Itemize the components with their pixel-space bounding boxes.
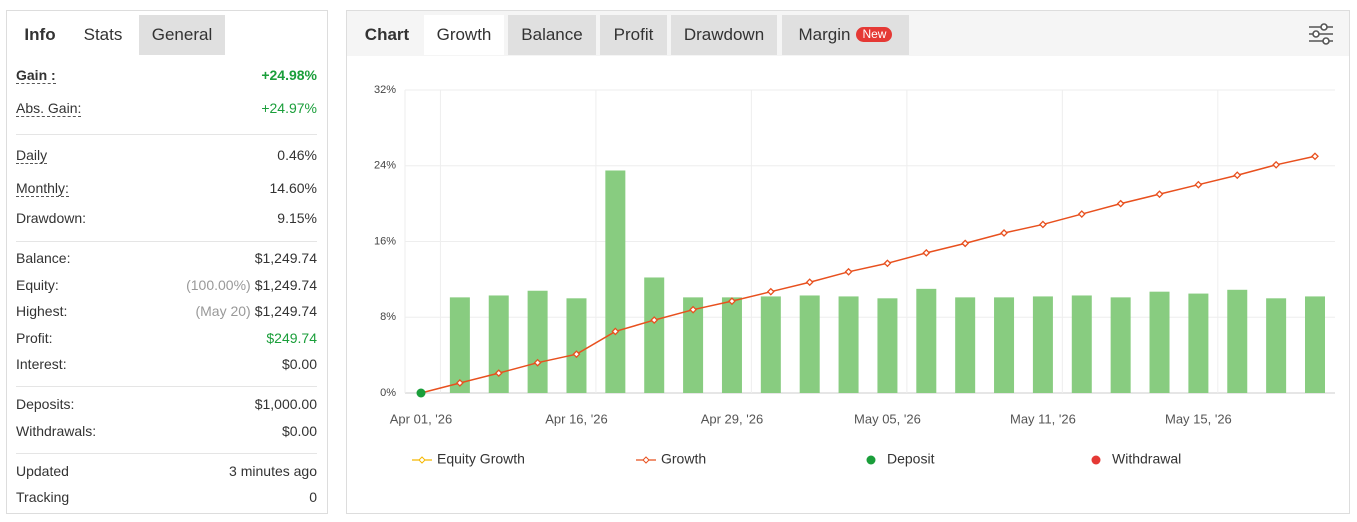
tab-label: Margin — [798, 25, 851, 44]
tab-label: Growth — [436, 25, 492, 44]
stat-label: Highest: — [16, 303, 68, 319]
stat-label: Gain : — [16, 67, 56, 84]
stat-value: $1,000.00 — [255, 396, 317, 412]
stat-label: Deposits: — [16, 396, 75, 412]
stat-value-text: $1,249.74 — [254, 250, 317, 266]
tab-bar: Info Stats General — [7, 11, 327, 56]
tab-bar: Chart Growth Balance Profit Drawdown Margin Ne… — [347, 11, 1349, 56]
stat-value: 9.15% — [277, 210, 317, 226]
tab[interactable]: Stats — [71, 15, 135, 55]
stat-label: Withdrawals: — [16, 423, 97, 439]
stat-value-text: 0.46% — [277, 147, 317, 163]
divider — [16, 134, 317, 135]
tab[interactable]: Balance — [508, 15, 596, 55]
divider — [16, 386, 317, 387]
stat-value: $0.00 — [282, 356, 317, 372]
stat-value-text: 14.60% — [269, 180, 317, 196]
stat-value-text: +24.98% — [261, 67, 317, 83]
chart-panel: Chart Growth Balance Profit Drawdown Margin Ne… — [346, 10, 1350, 514]
stat-label: Updated — [16, 463, 69, 479]
stat-value: 0.46% — [277, 147, 317, 163]
stat-value-text: 9.15% — [277, 210, 317, 226]
stat-value-text: $249.74 — [266, 330, 317, 346]
stat-label: Daily — [16, 147, 48, 164]
tab[interactable]: General — [139, 15, 225, 55]
new-badge: New — [856, 27, 893, 42]
stat-value: $249.74 — [266, 330, 317, 346]
stat-value: 0 — [309, 489, 317, 505]
stat-value: $0.00 — [282, 423, 317, 439]
tab[interactable]: Growth — [424, 15, 504, 55]
stat-value: (May 20) $1,249.74 — [195, 303, 317, 319]
stat-value-text: $1,000.00 — [254, 396, 317, 412]
stat-value-text: $0.00 — [281, 356, 317, 372]
tab-label: Drawdown — [683, 25, 765, 44]
divider — [16, 453, 317, 454]
stat-value-text: $1,249.74 — [254, 277, 317, 293]
stat-note: (May 20) — [195, 303, 251, 319]
stat-value-text: 0 — [309, 489, 317, 505]
tab[interactable]: Margin New — [782, 15, 909, 55]
tab-label: Balance — [521, 25, 583, 44]
stat-value: +24.98% — [261, 67, 317, 83]
stat-value: +24.97% — [261, 100, 317, 116]
stat-value: (100.00%) $1,249.74 — [186, 277, 317, 293]
stats-panel: Info Stats General Gain : +24.98% Abs. Gain:… — [6, 10, 328, 514]
tab-label: Profit — [613, 25, 654, 44]
stat-label: Abs. Gain: — [16, 100, 82, 117]
tab-label: Chart — [364, 25, 410, 44]
tab[interactable]: Info — [11, 15, 69, 55]
stat-value-text: +24.97% — [261, 100, 317, 116]
divider — [16, 241, 317, 242]
tab[interactable]: Chart — [351, 15, 423, 55]
stat-note: (100.00%) — [186, 277, 251, 293]
stat-value-text: $0.00 — [281, 423, 317, 439]
stat-label: Drawdown: — [16, 210, 87, 226]
stat-value: 14.60% — [270, 180, 317, 196]
settings-icon[interactable] — [1307, 21, 1335, 47]
stat-label: Profit: — [16, 330, 53, 346]
stat-label: Balance: — [16, 250, 71, 266]
stat-value-text: $1,249.74 — [254, 303, 317, 319]
tab[interactable]: Drawdown — [671, 15, 777, 55]
stat-label: Monthly: — [16, 180, 69, 197]
stat-label: Tracking — [16, 489, 70, 505]
stat-label: Equity: — [16, 277, 59, 293]
stat-value: $1,249.74 — [255, 250, 317, 266]
stat-label: Interest: — [16, 356, 67, 372]
stat-value-text: 3 minutes ago — [229, 463, 317, 479]
stat-value: 3 minutes ago — [229, 463, 317, 479]
tab[interactable]: Profit — [600, 15, 667, 55]
